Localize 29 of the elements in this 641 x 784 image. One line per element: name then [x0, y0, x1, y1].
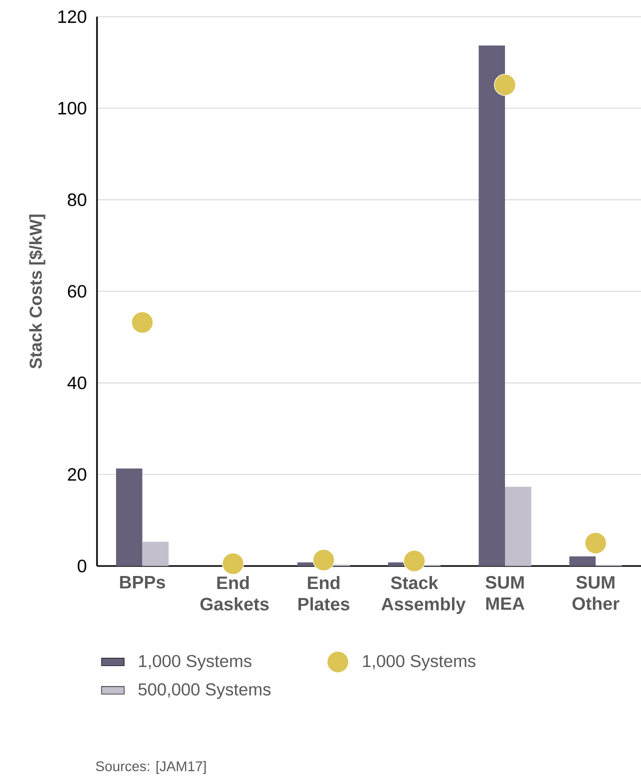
legend-label: 500,000 Systems: [138, 683, 270, 699]
y-tick-label: 120: [58, 10, 86, 24]
bar: [504, 486, 532, 566]
x-tick-label: SUM MEA: [485, 576, 524, 610]
y-tick-label: 60: [68, 284, 86, 298]
x-tick-label: End Plates: [298, 576, 350, 610]
y-tick-label: 100: [58, 102, 86, 115]
point: [403, 550, 426, 572]
y-tick-label: 80: [68, 193, 86, 206]
point: [584, 532, 607, 554]
legend-label: 1,000 Systems: [138, 654, 252, 671]
bar: [116, 468, 142, 566]
y-tick-label: 0: [78, 560, 86, 572]
legend-label: 1,000 Systems: [363, 654, 476, 671]
y-tick-label: 40: [67, 376, 86, 390]
bar: [569, 556, 596, 566]
source-note: Sources: [JAM17]: [96, 760, 206, 774]
bar: [142, 542, 168, 566]
point: [131, 311, 154, 334]
y-axis-title: Stack Costs [$/kW]: [28, 214, 46, 369]
y-tick-label: 20: [68, 468, 86, 481]
x-tick-label: BPPs: [120, 576, 165, 589]
point: [222, 552, 244, 575]
x-tick-label: Stack Assembly: [381, 576, 466, 614]
bar: [478, 46, 505, 566]
x-tick-label: SUM Other: [572, 576, 620, 610]
point: [312, 549, 335, 572]
point: [494, 74, 516, 96]
x-tick-label: End Gaskets: [200, 576, 269, 610]
